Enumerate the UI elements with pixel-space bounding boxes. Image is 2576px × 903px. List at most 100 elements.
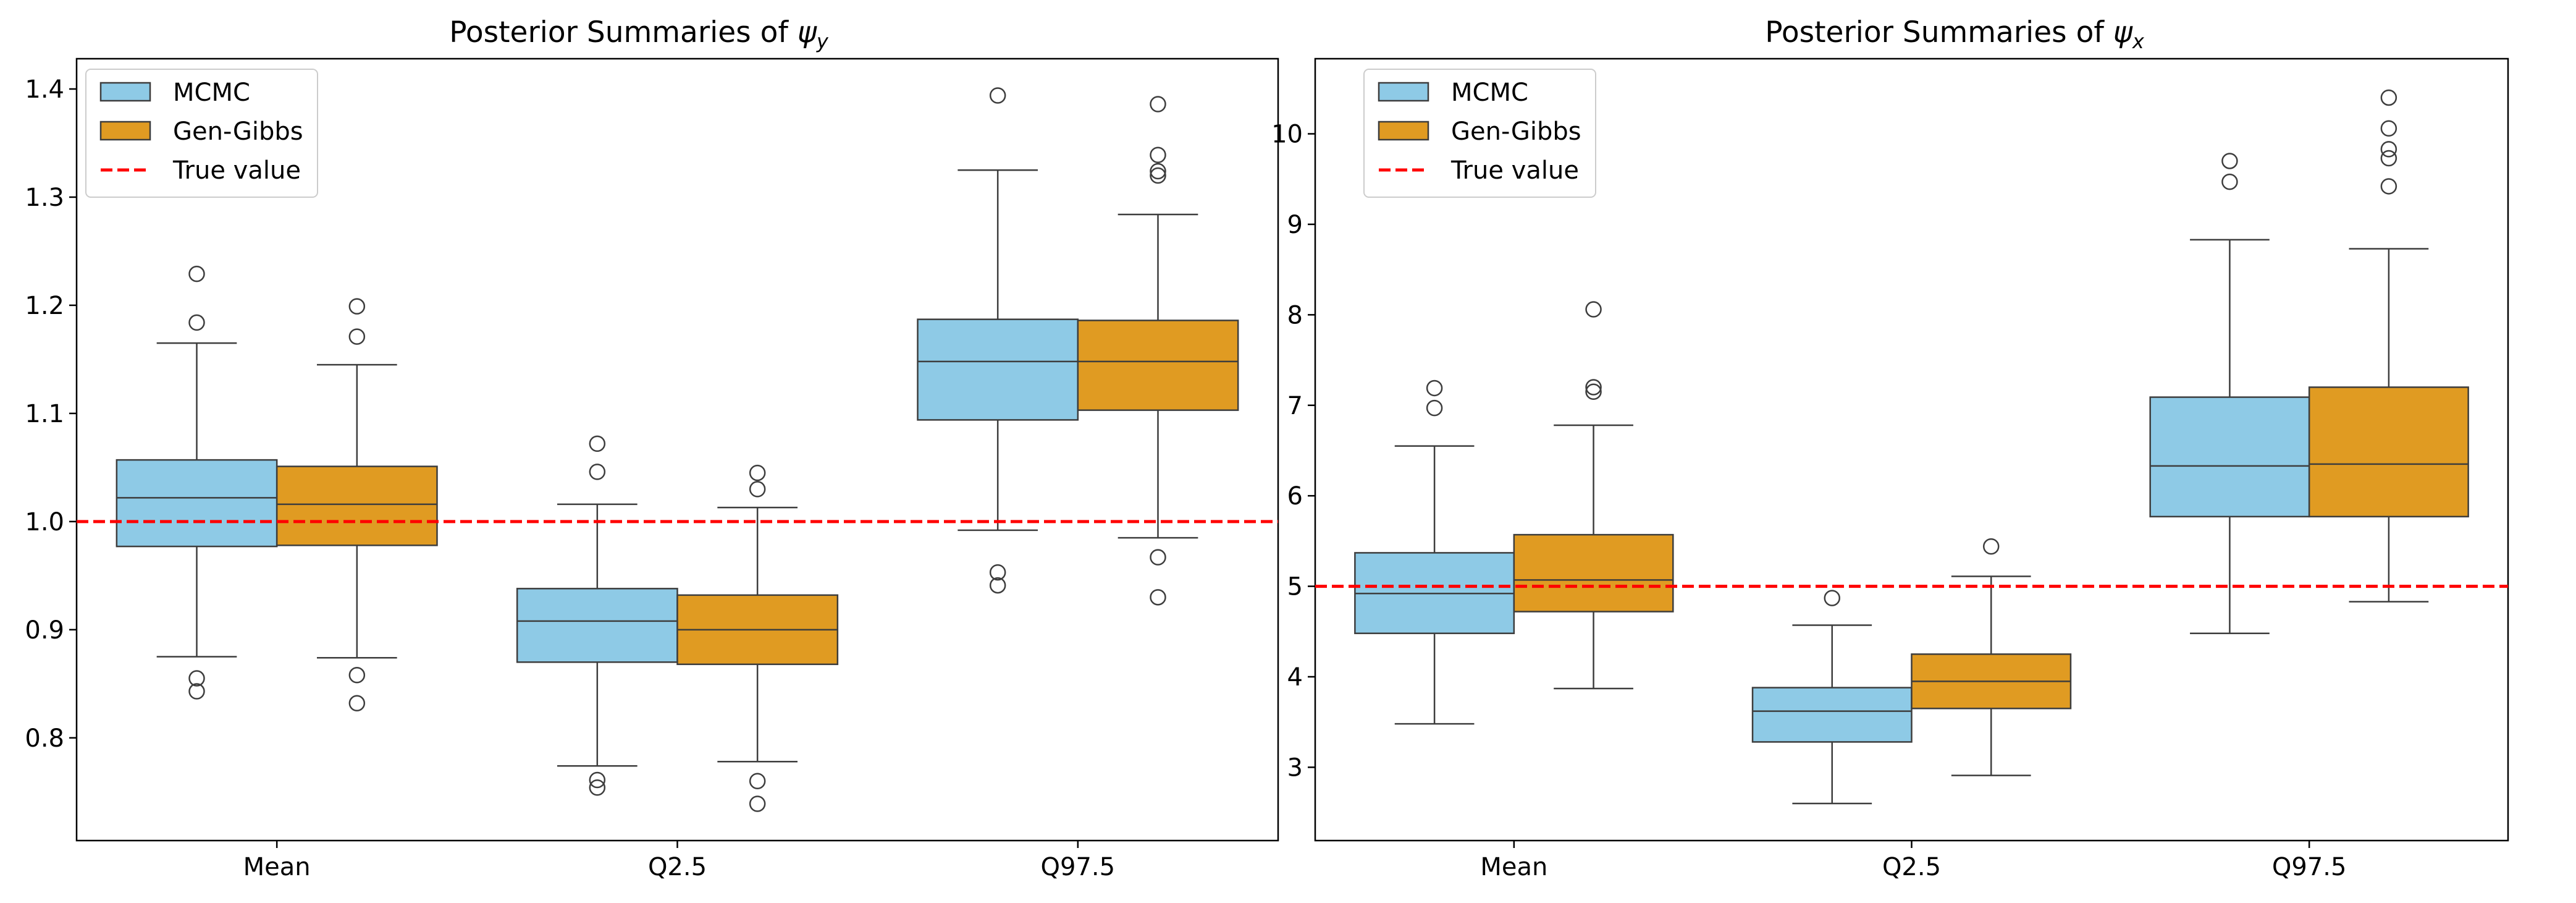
box-gen-gibbs-q25: [676, 464, 839, 812]
outlier-point: [1585, 383, 1602, 401]
outlier-point: [348, 328, 366, 345]
outlier-point: [589, 464, 606, 480]
outlier-point: [2380, 178, 2397, 195]
y-tick-label: 10: [1271, 121, 1303, 149]
outlier-point: [348, 667, 366, 684]
legend-label-mcmc: MCMC: [173, 78, 250, 107]
outlier-point: [589, 435, 606, 452]
outlier-point: [1585, 301, 1602, 318]
outlier-point: [1150, 146, 1166, 163]
outlier-point: [749, 481, 766, 498]
iqr-box: [116, 459, 278, 548]
box-mcmc-q975: [917, 87, 1079, 594]
legend: MCMC Gen-Gibbs True value: [1363, 69, 1596, 198]
outlier-point: [2380, 89, 2397, 106]
outlier-point: [989, 577, 1006, 594]
y-tick-label: 0.8: [25, 724, 64, 753]
box-mcmc-q25: [1751, 590, 1913, 805]
legend-label-mcmc: MCMC: [1451, 78, 1528, 107]
legend-swatch-gengibbs: [99, 121, 151, 141]
y-tick-label: 0.9: [25, 616, 64, 645]
panel-psi-y: Posterior Summaries of ψy 0.8 0.9 1.0 1.1 1.…: [25, 15, 1279, 881]
outlier-point: [749, 795, 766, 812]
box-gen-gibbs-q975: [2308, 89, 2469, 603]
outlier-point: [989, 564, 1006, 581]
box-mcmc-mean: [116, 265, 278, 700]
x-tick-label: Q97.5: [2272, 853, 2347, 881]
panel-psi-x: Posterior Summaries of ψx 3 4 5 6 7 8 9 10 Mean Q…: [1271, 15, 2509, 881]
outlier-point: [2221, 173, 2238, 190]
iqr-box: [2149, 396, 2310, 518]
legend-label-true-value: True value: [1450, 156, 1579, 185]
legend-swatch-mcmc: [99, 82, 151, 102]
chart-title: Posterior Summaries of ψy: [449, 15, 829, 53]
legend-label-gengibbs: Gen-Gibbs: [1451, 117, 1581, 146]
plot-area: 3 4 5 6 7 8 9 10 Mean Q2.5 Q97.5: [1271, 57, 2509, 881]
outlier-point: [1150, 167, 1166, 184]
x-tick-label: Mean: [243, 853, 311, 881]
box-mcmc-q25: [516, 435, 678, 796]
y-tick-label: 5: [1287, 573, 1303, 601]
iqr-box: [1077, 320, 1239, 411]
y-tick-label: 1.0: [25, 508, 64, 536]
box-gen-gibbs-q975: [1077, 96, 1239, 606]
box-mcmc-mean: [1354, 379, 1515, 725]
legend: MCMC Gen-Gibbs True value: [85, 69, 318, 198]
outlier-point: [749, 773, 766, 790]
legend-swatch-mcmc: [1378, 82, 1429, 102]
y-tick-label: 4: [1287, 663, 1303, 692]
y-tick-label: 6: [1287, 482, 1303, 511]
iqr-box: [2308, 386, 2469, 518]
outlier-point: [2380, 150, 2397, 167]
outlier-point: [1982, 538, 2000, 555]
legend-label-true-value: True value: [172, 156, 301, 185]
outlier-point: [1426, 379, 1443, 397]
outlier-point: [1585, 379, 1602, 396]
y-tick-label: 8: [1287, 301, 1303, 329]
outlier-point: [1150, 549, 1166, 566]
x-tick-label: Q2.5: [1882, 853, 1941, 881]
outlier-point: [188, 314, 205, 331]
iqr-box: [1513, 533, 1674, 613]
outlier-point: [589, 779, 606, 796]
x-tick-label: Mean: [1480, 853, 1547, 881]
box-mcmc-q975: [2149, 153, 2310, 634]
outlier-point: [589, 771, 606, 789]
outlier-point: [2380, 141, 2397, 158]
iqr-box: [516, 588, 678, 663]
box-gen-gibbs-q25: [1911, 538, 2072, 776]
outlier-point: [348, 298, 366, 315]
legend-label-gengibbs: Gen-Gibbs: [173, 117, 303, 146]
outlier-point: [1150, 163, 1166, 180]
x-tick-label: Q2.5: [648, 853, 707, 881]
outlier-point: [348, 695, 366, 712]
iqr-box: [1751, 687, 1913, 743]
outlier-point: [1150, 589, 1166, 606]
x-tick-label: Q97.5: [1041, 853, 1116, 881]
legend-swatch-gengibbs: [1378, 121, 1429, 141]
box-gen-gibbs-mean: [276, 298, 438, 712]
outlier-point: [989, 87, 1006, 104]
y-tick-label: 9: [1287, 211, 1303, 239]
outlier-point: [1150, 96, 1166, 112]
outlier-point: [1426, 399, 1443, 417]
iqr-box: [276, 465, 438, 546]
outlier-point: [1824, 590, 1841, 606]
plot-area: 0.8 0.9 1.0 1.1 1.2 1.3 1.4 Mean Q2.5 Q97.5: [25, 57, 1279, 881]
y-tick-label: 1.4: [25, 75, 64, 104]
y-tick-label: 1.2: [25, 292, 64, 320]
outlier-point: [749, 464, 766, 481]
y-tick-label: 1.1: [25, 400, 64, 428]
outlier-point: [2380, 120, 2397, 137]
outlier-point: [188, 670, 205, 687]
iqr-box: [917, 318, 1079, 421]
outlier-point: [188, 265, 205, 282]
box-gen-gibbs-mean: [1513, 301, 1674, 690]
chart-title: Posterior Summaries of ψx: [1765, 15, 2145, 53]
outlier-point: [188, 683, 205, 700]
outlier-point: [2221, 153, 2238, 169]
y-tick-label: 7: [1287, 392, 1303, 420]
y-tick-label: 1.3: [25, 184, 64, 212]
y-tick-label: 3: [1287, 753, 1303, 782]
